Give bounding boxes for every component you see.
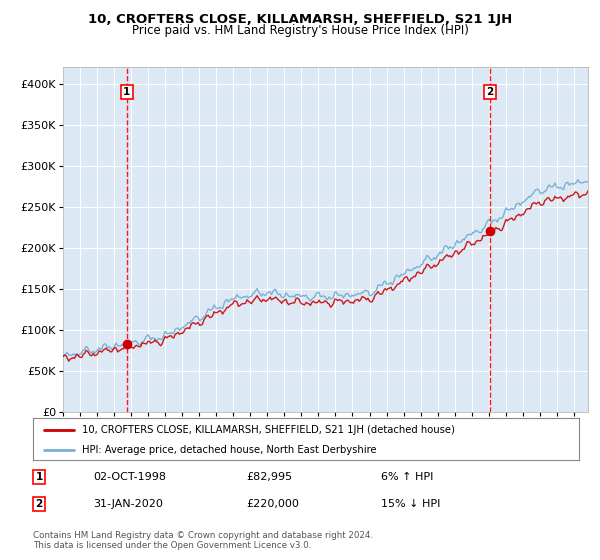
- Text: Price paid vs. HM Land Registry's House Price Index (HPI): Price paid vs. HM Land Registry's House …: [131, 24, 469, 37]
- Text: 15% ↓ HPI: 15% ↓ HPI: [381, 499, 440, 509]
- Text: 6% ↑ HPI: 6% ↑ HPI: [381, 472, 433, 482]
- Text: 1: 1: [35, 472, 43, 482]
- Text: 10, CROFTERS CLOSE, KILLAMARSH, SHEFFIELD, S21 1JH (detached house): 10, CROFTERS CLOSE, KILLAMARSH, SHEFFIEL…: [82, 425, 455, 435]
- Text: HPI: Average price, detached house, North East Derbyshire: HPI: Average price, detached house, Nort…: [82, 445, 377, 455]
- Text: Contains HM Land Registry data © Crown copyright and database right 2024.
This d: Contains HM Land Registry data © Crown c…: [33, 531, 373, 550]
- Text: 2: 2: [35, 499, 43, 509]
- Text: 31-JAN-2020: 31-JAN-2020: [93, 499, 163, 509]
- Text: 2: 2: [487, 87, 494, 97]
- Text: £82,995: £82,995: [246, 472, 292, 482]
- Text: 02-OCT-1998: 02-OCT-1998: [93, 472, 166, 482]
- Text: 1: 1: [123, 87, 130, 97]
- Text: 10, CROFTERS CLOSE, KILLAMARSH, SHEFFIELD, S21 1JH: 10, CROFTERS CLOSE, KILLAMARSH, SHEFFIEL…: [88, 13, 512, 26]
- Text: £220,000: £220,000: [246, 499, 299, 509]
